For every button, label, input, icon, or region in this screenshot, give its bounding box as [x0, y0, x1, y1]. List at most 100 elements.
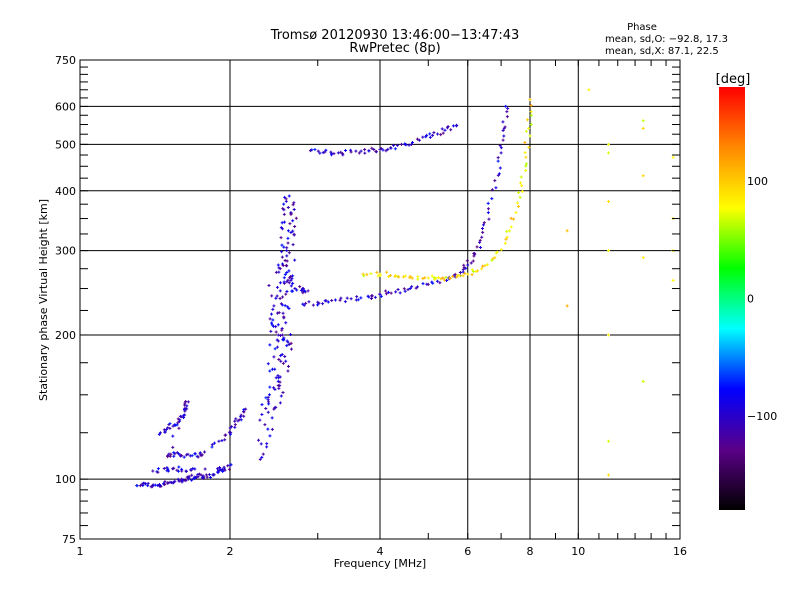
data-point	[524, 129, 528, 133]
data-point	[258, 457, 262, 461]
data-point	[455, 275, 459, 279]
data-point	[273, 387, 277, 391]
data-point	[289, 275, 293, 279]
data-point	[205, 475, 209, 479]
y-tick-label: 400	[55, 185, 76, 198]
data-point	[272, 355, 276, 359]
data-point	[233, 419, 237, 423]
data-point	[470, 273, 474, 277]
data-point	[193, 452, 197, 456]
data-point	[281, 263, 285, 267]
data-point	[275, 285, 279, 289]
data-point	[265, 445, 269, 449]
data-point	[282, 208, 286, 212]
data-point	[384, 289, 388, 293]
chart-subtitle: RwPretec (8p)	[349, 41, 440, 56]
data-point	[233, 425, 237, 429]
data-point	[369, 296, 373, 300]
data-point	[378, 292, 382, 296]
data-point	[587, 88, 591, 92]
data-point	[370, 146, 374, 150]
x-tick-label: 6	[464, 545, 471, 558]
data-point	[498, 166, 502, 170]
data-point	[260, 413, 264, 417]
data-point	[274, 296, 278, 300]
data-point	[528, 134, 532, 138]
data-point	[398, 291, 402, 295]
data-point	[271, 307, 275, 311]
data-point	[324, 148, 328, 152]
data-point	[277, 311, 281, 315]
data-point	[498, 144, 502, 148]
data-point	[478, 240, 482, 244]
data-point	[416, 277, 420, 281]
data-point	[278, 401, 282, 405]
data-point	[496, 156, 500, 160]
data-point	[175, 451, 179, 455]
data-point	[268, 343, 272, 347]
data-point	[439, 277, 443, 281]
data-point	[343, 300, 347, 304]
data-point	[180, 454, 184, 458]
data-point	[395, 143, 399, 147]
data-point	[472, 252, 476, 256]
data-point	[349, 150, 353, 154]
data-point	[310, 148, 314, 152]
data-point	[421, 276, 425, 280]
data-point	[289, 341, 293, 345]
data-point	[289, 284, 293, 288]
data-point	[275, 294, 279, 298]
data-point	[144, 482, 148, 486]
y-axis-label: Stationary phase Virtual Height [km]	[37, 199, 50, 401]
data-point	[512, 217, 516, 221]
data-point	[439, 133, 443, 137]
colorbar-ticks: 100 0 −100	[747, 175, 777, 423]
data-point	[163, 430, 167, 434]
data-point	[285, 246, 289, 250]
data-point	[481, 230, 485, 234]
data-point	[318, 151, 322, 155]
data-point	[198, 452, 202, 456]
data-point	[268, 317, 272, 321]
data-point	[442, 278, 446, 282]
data-point	[466, 263, 470, 267]
data-point	[505, 115, 509, 119]
data-point	[176, 477, 180, 481]
data-point	[434, 276, 438, 280]
data-point	[279, 394, 283, 398]
data-point	[529, 113, 533, 117]
data-point	[523, 151, 527, 155]
data-point	[386, 147, 390, 151]
data-point	[280, 243, 284, 247]
data-point	[291, 219, 295, 223]
data-point	[185, 407, 189, 411]
data-point	[226, 464, 230, 468]
data-point	[410, 140, 414, 144]
data-point	[607, 473, 611, 477]
data-point	[370, 294, 374, 298]
data-point	[166, 455, 170, 459]
data-point	[278, 297, 282, 301]
data-point	[196, 455, 200, 459]
data-point	[234, 417, 238, 421]
colorbar-tick-label: 100	[747, 175, 768, 188]
data-point	[384, 149, 388, 153]
data-point	[158, 431, 162, 435]
data-point	[501, 120, 505, 124]
data-point	[217, 469, 221, 473]
y-tick-labels: 75 100 200 300 400 500 600 750	[55, 54, 76, 546]
data-point	[210, 443, 214, 447]
data-point	[287, 269, 291, 273]
data-point	[185, 404, 189, 408]
data-point	[470, 268, 474, 272]
y-tick-label: 600	[55, 100, 76, 113]
data-point	[276, 379, 280, 383]
data-point	[266, 410, 270, 414]
data-point	[287, 342, 291, 346]
data-point	[486, 211, 490, 215]
data-point	[416, 275, 420, 279]
data-point	[184, 479, 188, 483]
data-point	[292, 201, 296, 205]
data-point	[291, 281, 295, 285]
data-point	[286, 340, 290, 344]
